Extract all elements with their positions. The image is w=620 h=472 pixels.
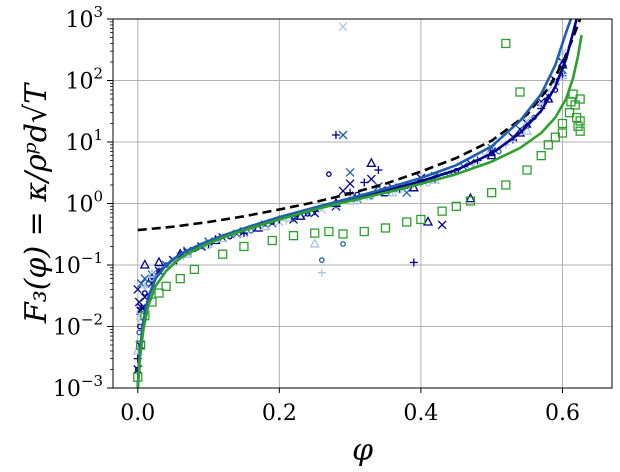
y-tick-label: 103 [65, 3, 103, 33]
y-axis-label: F₃(φ) = κ/ρᵖd√T [19, 82, 54, 324]
point-square [189, 264, 200, 274]
point-triangle [465, 192, 476, 203]
point-x [402, 188, 412, 198]
point-circle [142, 290, 148, 296]
point-square [575, 116, 585, 126]
point-square [288, 231, 299, 241]
y-tick-label: 10−1 [53, 249, 103, 279]
point-square [161, 281, 171, 291]
point-square [564, 108, 575, 118]
point-square [218, 249, 228, 259]
point-square [557, 128, 568, 138]
point-square [536, 150, 546, 161]
point-triangle [309, 238, 320, 248]
point-square [570, 100, 580, 110]
point-square [416, 214, 426, 225]
point-square [175, 273, 185, 284]
point-square [575, 94, 585, 104]
point-x [437, 220, 447, 230]
curve-layer [136, 19, 583, 388]
point-square [575, 126, 585, 136]
x-tick-label: 0.2 [262, 401, 297, 426]
point-triangle [153, 256, 165, 267]
point-x [133, 285, 143, 294]
point-triangle [521, 125, 533, 135]
y-tick-label: 10−3 [53, 372, 103, 402]
point-square [359, 226, 369, 237]
fit-curve [136, 19, 573, 388]
point-circle [326, 171, 332, 178]
point-plus [360, 178, 369, 187]
point-square [338, 229, 348, 239]
point-triangle [260, 220, 271, 231]
point-square [487, 188, 497, 198]
y-ticks: 10−3 10−2 10−1 100 101 102 103 [53, 3, 113, 402]
point-x [345, 167, 355, 177]
point-square [573, 121, 583, 131]
y-tick-label: 101 [65, 126, 103, 156]
x-tick-label: 0.0 [120, 401, 155, 426]
point-square [154, 288, 164, 298]
point-x [338, 130, 348, 140]
point-square [501, 180, 511, 190]
point-plus [140, 282, 149, 291]
point-triangle [139, 259, 150, 269]
x-tick-label: 0.4 [403, 401, 438, 426]
point-triangle [366, 157, 377, 167]
point-square [451, 201, 461, 211]
point-square [465, 196, 476, 206]
point-plus [137, 303, 146, 312]
point-triangle [543, 93, 554, 103]
fit-curve [136, 34, 583, 388]
y-tick-label: 10−2 [53, 311, 103, 341]
y-tick-label: 102 [65, 65, 103, 95]
point-square [380, 223, 391, 233]
x-tick-label: 0.6 [545, 401, 580, 426]
point-plus [374, 166, 383, 175]
point-square [522, 165, 532, 175]
x-ticks: 0.0 0.2 0.4 0.6 [120, 388, 580, 426]
x-axis-label: φ [352, 433, 373, 468]
point-square [239, 241, 249, 252]
point-triangle [422, 216, 434, 226]
data-layer [132, 22, 585, 382]
point-plus [317, 268, 326, 277]
grid [113, 18, 612, 389]
point-x [135, 311, 145, 321]
y-tick-label: 100 [65, 188, 103, 218]
point-x [338, 22, 348, 32]
point-x [366, 174, 376, 184]
point-circle [163, 262, 169, 268]
dashed-curve [137, 19, 582, 232]
point-x [345, 179, 355, 189]
point-square [310, 228, 320, 238]
point-square [543, 140, 553, 150]
point-square [324, 226, 334, 237]
point-square [437, 206, 447, 216]
point-x [154, 266, 164, 276]
point-circle [145, 280, 152, 287]
point-plus [409, 258, 418, 267]
point-square [501, 38, 511, 49]
point-square [267, 235, 277, 246]
point-square [568, 89, 578, 99]
point-square [402, 217, 412, 227]
point-circle [318, 257, 325, 263]
point-square [515, 87, 525, 97]
point-circle [340, 241, 346, 247]
point-plus [331, 130, 340, 139]
point-triangle [295, 210, 306, 220]
point-triangle [146, 268, 158, 279]
point-square [557, 118, 568, 129]
